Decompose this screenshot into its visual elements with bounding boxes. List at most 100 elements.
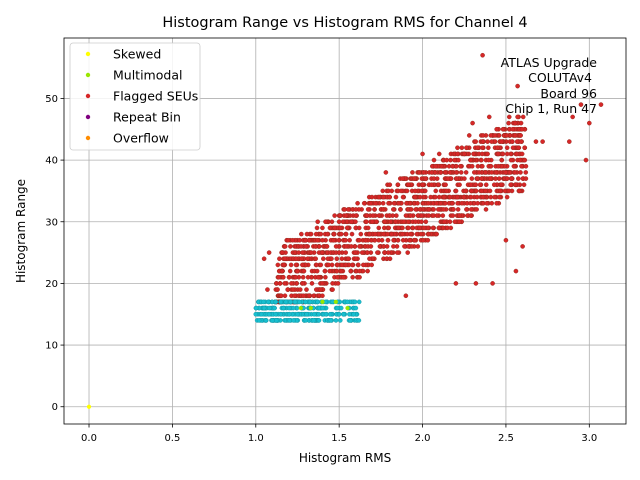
seu-point [417, 225, 422, 231]
seu-point [266, 250, 272, 255]
seu-point [453, 281, 459, 286]
seu-point [475, 163, 481, 169]
cluster-point [266, 311, 272, 317]
seu-point [387, 213, 393, 218]
seu-point [367, 256, 372, 262]
seu-point [277, 256, 282, 262]
seu-point [372, 207, 377, 212]
seu-point [357, 244, 362, 249]
seu-point [504, 133, 510, 138]
seu-point [395, 237, 401, 243]
seu-point [349, 231, 355, 237]
seu-point [400, 176, 405, 181]
data-points [86, 52, 604, 409]
chart-title: Histogram Range vs Histogram RMS for Cha… [162, 15, 527, 31]
seu-point [327, 225, 333, 231]
seu-point [420, 182, 426, 188]
seu-point [520, 244, 525, 249]
seu-point [468, 207, 474, 212]
seu-point [486, 157, 491, 163]
seu-point [321, 256, 326, 262]
seu-point [364, 213, 370, 218]
seu-point [343, 244, 349, 249]
seu-point [506, 120, 511, 126]
cluster-point [337, 318, 343, 323]
seu-point [376, 225, 382, 231]
seu-point [332, 213, 337, 218]
seu-point [490, 281, 495, 286]
cluster-point [315, 299, 320, 305]
seu-point [369, 219, 375, 225]
seu-point [425, 225, 431, 231]
seu-point [533, 139, 539, 144]
seu-point [325, 256, 331, 262]
seu-point [504, 176, 510, 181]
seu-point [425, 237, 431, 243]
seu-point [357, 237, 362, 243]
seu-point [493, 170, 499, 175]
seu-point [324, 231, 330, 237]
seu-point [509, 176, 514, 181]
seu-point [349, 219, 354, 225]
seu-point [515, 176, 521, 181]
cluster-point [292, 299, 298, 305]
seu-point [488, 176, 493, 181]
seu-point [403, 213, 409, 218]
cluster-point [307, 299, 313, 305]
cluster-point [311, 318, 316, 323]
seu-point [320, 293, 325, 299]
seu-point [337, 225, 343, 231]
seu-point [369, 194, 375, 200]
seu-point [415, 200, 420, 206]
seu-point [519, 126, 525, 132]
cluster-point [336, 311, 342, 317]
seu-point [486, 145, 491, 151]
seu-point [443, 182, 448, 188]
seu-point [400, 237, 406, 243]
seu-point [335, 262, 340, 268]
seu-point [382, 250, 387, 255]
seu-point [364, 219, 369, 225]
cluster-point [303, 318, 309, 323]
seu-point [515, 114, 520, 120]
seu-point [405, 250, 411, 255]
cluster-point [256, 318, 262, 323]
seu-point [289, 281, 294, 286]
seu-point [415, 213, 421, 218]
seu-point [519, 163, 524, 169]
seu-point [497, 188, 503, 194]
multimodal-point [333, 299, 338, 305]
cluster-point [273, 299, 279, 305]
seu-point [363, 237, 369, 243]
seu-point [376, 213, 382, 218]
seu-point [357, 268, 362, 274]
annotation-line-1: ATLAS Upgrade [501, 55, 598, 70]
seu-point [361, 200, 367, 206]
seu-point [309, 281, 315, 286]
seu-point [318, 287, 323, 292]
seu-point [323, 274, 328, 280]
seu-point [440, 213, 446, 218]
seu-point [434, 200, 439, 206]
seu-point [523, 176, 529, 181]
seu-point [386, 225, 392, 231]
seu-point [540, 139, 545, 144]
seu-point [477, 182, 483, 188]
cluster-point [253, 311, 259, 317]
seu-point [380, 194, 386, 200]
seu-point [414, 231, 420, 237]
seu-point [514, 139, 520, 144]
seu-point [290, 287, 296, 292]
seu-point [279, 268, 285, 274]
y-tick-label: 0 [52, 402, 58, 413]
seu-point [353, 225, 359, 231]
seu-point [279, 250, 285, 255]
seu-point [275, 262, 281, 268]
legend-label: Flagged SEUs [113, 89, 198, 104]
seu-point [275, 287, 280, 292]
seu-point [433, 163, 438, 169]
seu-point [512, 133, 518, 138]
seu-point [488, 194, 494, 200]
